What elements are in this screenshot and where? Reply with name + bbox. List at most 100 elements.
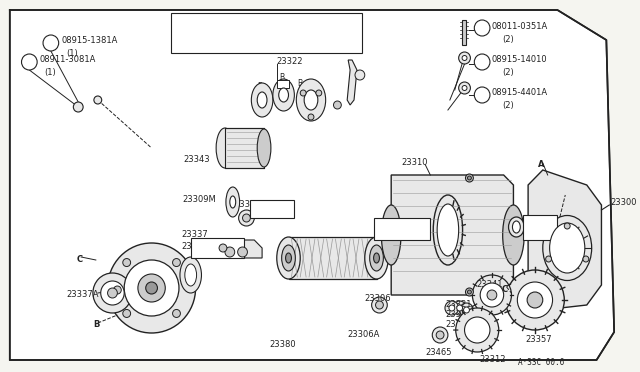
Circle shape	[480, 283, 504, 307]
Text: C: C	[76, 255, 83, 264]
Text: B: B	[279, 73, 284, 82]
Text: 08915-14010: 08915-14010	[492, 55, 548, 64]
Bar	[225, 128, 264, 168]
Text: 23341: 23341	[476, 280, 503, 289]
Circle shape	[457, 305, 463, 311]
Circle shape	[219, 244, 227, 252]
Circle shape	[487, 290, 497, 300]
Circle shape	[462, 55, 467, 61]
Ellipse shape	[257, 129, 271, 167]
Text: V: V	[48, 38, 54, 48]
Text: W: W	[479, 92, 486, 98]
Polygon shape	[391, 175, 513, 295]
Ellipse shape	[276, 237, 300, 279]
Polygon shape	[10, 10, 614, 360]
Circle shape	[146, 282, 157, 294]
Text: (2): (2)	[502, 101, 515, 110]
Bar	[374, 218, 430, 240]
Text: (2): (2)	[502, 68, 515, 77]
Ellipse shape	[433, 195, 463, 265]
Polygon shape	[528, 170, 602, 310]
Ellipse shape	[502, 205, 524, 265]
Bar	[171, 13, 362, 53]
Circle shape	[459, 52, 470, 64]
Ellipse shape	[282, 245, 295, 271]
Text: 23310: 23310	[401, 158, 428, 167]
Text: 23321: 23321	[445, 320, 472, 329]
Circle shape	[432, 327, 448, 343]
Text: b.23480 SCREW SET--C: b.23480 SCREW SET--C	[174, 29, 282, 38]
Text: 23337: 23337	[181, 230, 207, 239]
Text: 23337A: 23337A	[67, 290, 99, 299]
Circle shape	[108, 243, 196, 333]
Text: 08915-4401A: 08915-4401A	[492, 87, 548, 96]
Text: (1): (1)	[67, 49, 78, 58]
Circle shape	[316, 90, 322, 96]
Bar	[191, 238, 244, 258]
Bar	[289, 237, 376, 279]
Ellipse shape	[230, 196, 236, 208]
Circle shape	[474, 87, 490, 103]
Ellipse shape	[550, 223, 585, 273]
Text: 23343: 23343	[184, 155, 211, 164]
Circle shape	[474, 54, 490, 70]
Circle shape	[465, 288, 474, 296]
Bar	[250, 200, 294, 218]
Text: B: B	[316, 87, 321, 96]
Circle shape	[564, 223, 570, 229]
Circle shape	[355, 70, 365, 80]
Ellipse shape	[296, 79, 326, 121]
Circle shape	[43, 35, 59, 51]
Circle shape	[173, 259, 180, 267]
Text: Aᶜ33C 00.6: Aᶜ33C 00.6	[518, 358, 564, 367]
Circle shape	[243, 214, 250, 222]
Circle shape	[467, 290, 472, 294]
Bar	[276, 80, 289, 88]
Circle shape	[113, 286, 121, 294]
Ellipse shape	[509, 217, 524, 237]
Text: 08915-1381A: 08915-1381A	[61, 35, 118, 45]
Text: 23380: 23380	[269, 340, 296, 349]
Ellipse shape	[437, 204, 459, 256]
Ellipse shape	[285, 253, 291, 263]
Text: 23300: 23300	[611, 198, 637, 206]
Ellipse shape	[185, 264, 196, 286]
Circle shape	[459, 82, 470, 94]
Circle shape	[472, 275, 511, 315]
Ellipse shape	[543, 215, 591, 280]
Circle shape	[445, 301, 459, 315]
Text: (1): (1)	[44, 68, 56, 77]
Circle shape	[225, 247, 235, 257]
Text: 23357: 23357	[525, 335, 552, 344]
Circle shape	[465, 174, 474, 182]
Ellipse shape	[216, 128, 234, 168]
Text: 23306A: 23306A	[347, 330, 380, 339]
Circle shape	[123, 259, 131, 267]
Ellipse shape	[257, 92, 267, 108]
Text: 23338: 23338	[181, 242, 207, 251]
Circle shape	[474, 20, 490, 36]
Text: B: B	[298, 79, 303, 88]
Text: 23321: 23321	[445, 300, 472, 309]
Text: 08011-0351A: 08011-0351A	[492, 22, 548, 31]
Circle shape	[583, 256, 589, 262]
Circle shape	[376, 301, 383, 309]
Polygon shape	[204, 240, 262, 258]
Text: B: B	[479, 23, 484, 32]
Circle shape	[300, 90, 306, 96]
Circle shape	[22, 54, 37, 70]
Ellipse shape	[252, 83, 273, 117]
Circle shape	[94, 96, 102, 104]
Text: W: W	[479, 59, 486, 65]
Circle shape	[108, 288, 117, 298]
Circle shape	[465, 317, 490, 343]
Circle shape	[467, 176, 472, 180]
Circle shape	[74, 102, 83, 112]
Circle shape	[93, 273, 132, 313]
Circle shape	[546, 256, 552, 262]
Ellipse shape	[381, 205, 401, 265]
Text: 23309M: 23309M	[182, 195, 216, 204]
Text: 23354: 23354	[445, 310, 472, 319]
Text: 23319M: 23319M	[374, 221, 408, 230]
Text: B: B	[93, 320, 99, 329]
